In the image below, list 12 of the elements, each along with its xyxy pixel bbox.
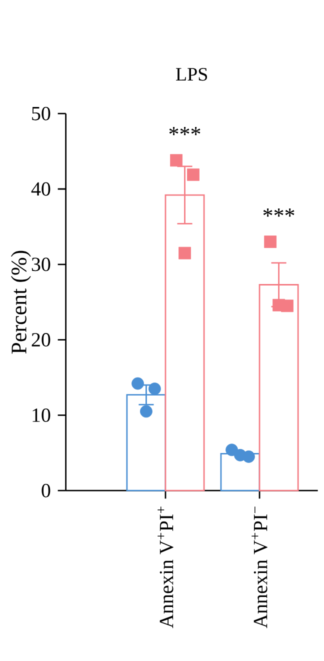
annotation: *** — [169, 127, 200, 136]
y-axis-title: Percent (%) — [10, 250, 31, 354]
y-tick-label: 20 — [32, 333, 50, 347]
y-tick-label: 30 — [32, 258, 50, 272]
x-tick-label: Annexin V$^{+}$PI$^{−}$ — [252, 506, 268, 628]
y-tick-label: 10 — [32, 408, 50, 422]
y-tick-label: 0 — [42, 484, 50, 498]
y-tick-label: 50 — [32, 106, 50, 120]
annotation: *** — [263, 208, 294, 217]
x-tick-label: Annexin V$^{+}$PI$^{+}$ — [158, 506, 174, 628]
y-tick-label: 40 — [31, 182, 50, 196]
chart-title: LPS — [176, 68, 207, 81]
